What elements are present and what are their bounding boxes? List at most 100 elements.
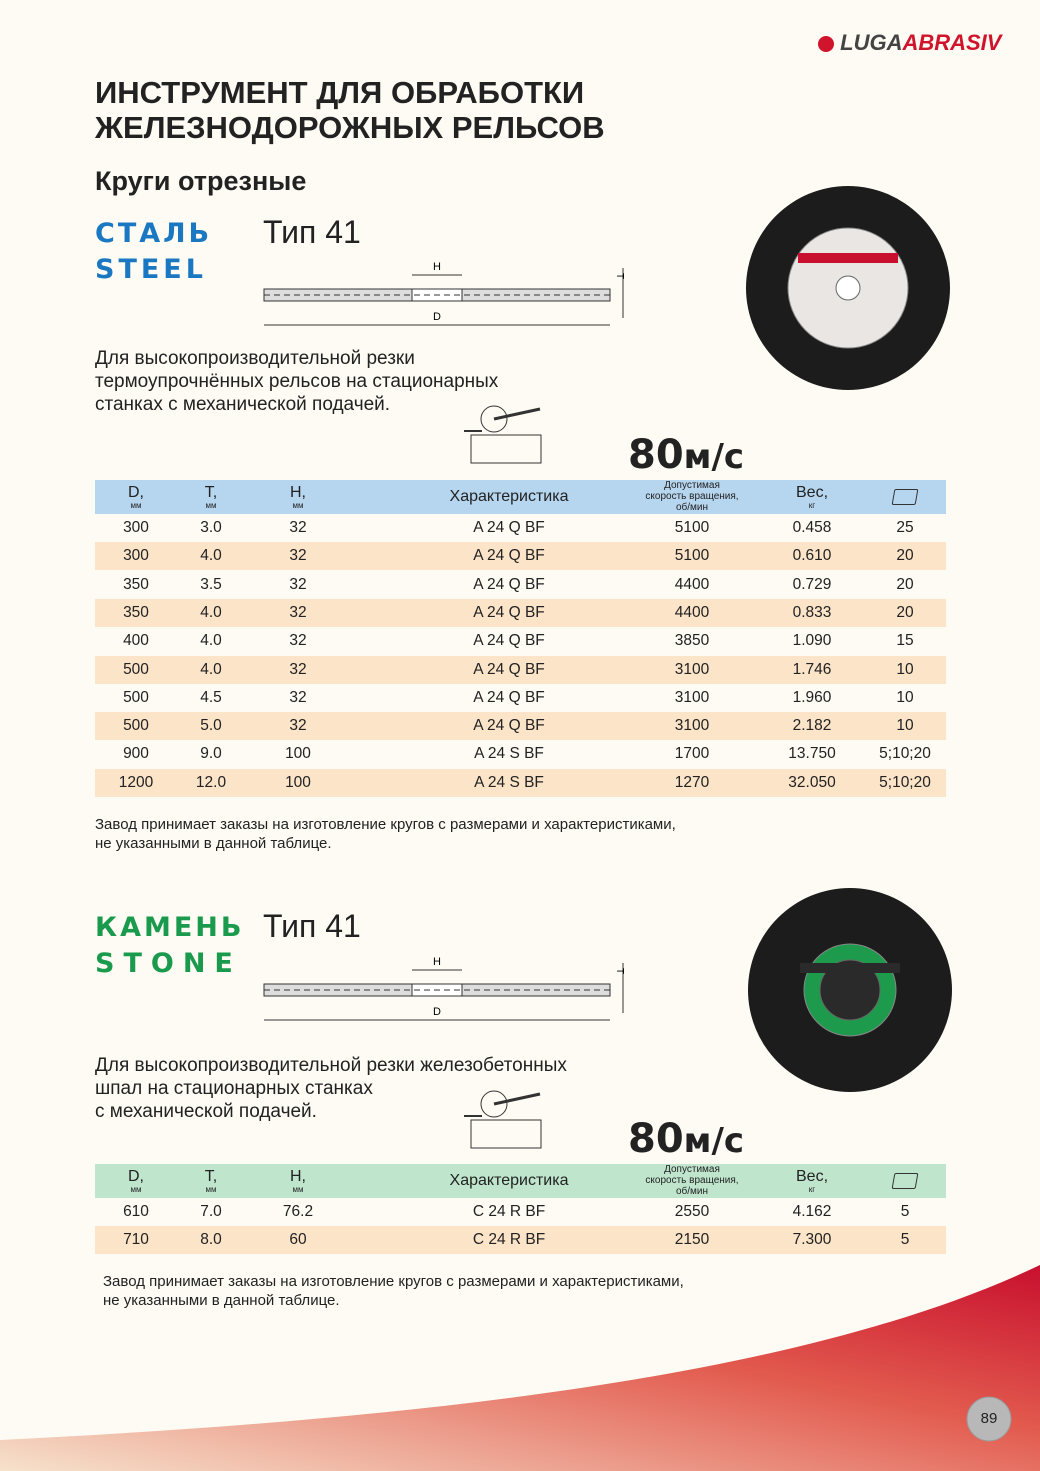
table-cell: 3100	[674, 717, 710, 735]
header-unit: мм	[130, 1185, 142, 1194]
table-cell: A 24 Q BF	[473, 547, 545, 565]
table-cell: 710	[123, 1231, 149, 1249]
table-cell: 4.162	[792, 1203, 832, 1220]
header-name: D,	[128, 1168, 144, 1185]
dim-t: T	[614, 968, 625, 974]
description: с механической подачей.	[95, 1101, 317, 1122]
note: не указанными в данной таблице.	[103, 1292, 340, 1309]
header-line: Допустимая	[664, 1164, 720, 1175]
table-cell: 32	[289, 717, 307, 735]
table-cell: 5;10;20	[879, 773, 931, 791]
table-cell: A 24 Q BF	[473, 660, 545, 678]
table-cell: A 24 Q BF	[473, 519, 545, 536]
table-cell: 1.960	[792, 688, 832, 706]
header-line: об/мин	[675, 1186, 709, 1197]
table-cell: 32	[289, 660, 307, 678]
disc-label-band	[798, 253, 898, 263]
table-cell: 1270	[674, 773, 710, 791]
table-cell: 4.0	[200, 603, 222, 621]
table-cell: 12.0	[195, 773, 227, 791]
table-cell: 32	[289, 547, 307, 565]
table-cell: 20	[896, 575, 914, 593]
machine-icon	[464, 405, 542, 464]
table-cell: 2150	[674, 1231, 710, 1249]
header-name: D,	[128, 484, 144, 501]
table-cell: 9.0	[200, 745, 222, 763]
table-cell: 500	[123, 660, 149, 678]
header-unit: мм	[292, 1185, 304, 1194]
table-cell: 5;10;20	[879, 745, 931, 763]
table-cell: 2550	[674, 1203, 710, 1220]
table-cell: 4.0	[200, 547, 222, 565]
table-cell: 2.182	[792, 717, 832, 735]
table-cell: 1.746	[792, 660, 832, 678]
note: Завод принимает заказы на изготовление к…	[95, 816, 676, 833]
table-cell: A 24 Q BF	[473, 632, 545, 650]
dimension-diagram: H D T	[263, 956, 625, 1021]
header-name: Характеристика	[449, 1172, 569, 1189]
table-cell: 4400	[674, 603, 710, 621]
table-cell: 32	[289, 632, 307, 650]
table-cell: 350	[123, 603, 149, 621]
table-cell: 76.2	[282, 1203, 314, 1220]
speed-unit: м/с	[683, 1121, 745, 1161]
dimension-diagram: H D T	[263, 261, 625, 326]
speed-unit: м/с	[683, 437, 745, 477]
speed: 80м/с	[628, 1116, 745, 1162]
disc-type: Тип 41	[263, 908, 361, 944]
table-cell: A 24 Q BF	[473, 575, 545, 593]
table-cell: 5.0	[200, 717, 222, 735]
disc-photo	[748, 888, 952, 1092]
machine-disc	[480, 405, 508, 433]
machine-disc	[480, 1090, 508, 1118]
table-cell: 10	[896, 660, 914, 678]
table-cell: 25	[896, 519, 914, 536]
machine-arm	[493, 407, 541, 421]
table-cell: 900	[123, 745, 149, 763]
table-cell: 20	[896, 547, 914, 565]
table-cell: A 24 Q BF	[473, 603, 545, 621]
subtitle: Круги отрезные	[95, 166, 307, 196]
header-name: T,	[204, 1168, 218, 1185]
header-name: T,	[204, 484, 218, 501]
table-cell: 5	[900, 1203, 910, 1220]
row-bg	[95, 655, 946, 684]
page-number: 89	[980, 1410, 998, 1427]
row-bg	[95, 712, 946, 741]
speed: 80м/с	[628, 432, 745, 478]
table-cell: 20	[896, 603, 914, 621]
machine-base	[470, 434, 542, 464]
table-cell: 100	[285, 745, 311, 763]
machine-icon	[464, 1090, 542, 1149]
header-name: Вес,	[795, 484, 829, 501]
table-cell: 32.050	[788, 773, 836, 791]
table-cell: 4.5	[200, 688, 222, 706]
material-en: STONE	[95, 948, 242, 979]
table-cell: 10	[896, 688, 914, 706]
header-name: H,	[290, 1168, 306, 1185]
header-unit: кг	[808, 501, 816, 510]
disc-label-center	[819, 959, 881, 1021]
table-cell: C 24 R BF	[472, 1231, 546, 1249]
table-cell: 610	[123, 1203, 149, 1220]
description: Для высокопроизводительной резки	[95, 348, 415, 369]
table-cell: 0.610	[792, 547, 832, 565]
table-cell: 300	[123, 519, 149, 536]
table-cell: 5100	[674, 547, 710, 565]
table-cell: 3100	[674, 688, 710, 706]
disc-type: Тип 41	[263, 214, 361, 250]
table-cell: 8.0	[200, 1231, 222, 1249]
table-cell: 3.5	[200, 575, 222, 593]
header-line: Допустимая	[664, 480, 720, 491]
table-cell: A 24 S BF	[474, 773, 544, 791]
title: ИНСТРУМЕНТ ДЛЯ ОБРАБОТКИ	[95, 75, 585, 110]
table-cell: 500	[123, 688, 149, 706]
package-icon	[891, 489, 919, 505]
machine-base	[470, 1119, 542, 1149]
dim-h: H	[433, 956, 441, 968]
table-cell: 0.458	[792, 519, 832, 536]
table-cell: 0.729	[792, 575, 832, 593]
table-cell: 3850	[674, 632, 710, 650]
